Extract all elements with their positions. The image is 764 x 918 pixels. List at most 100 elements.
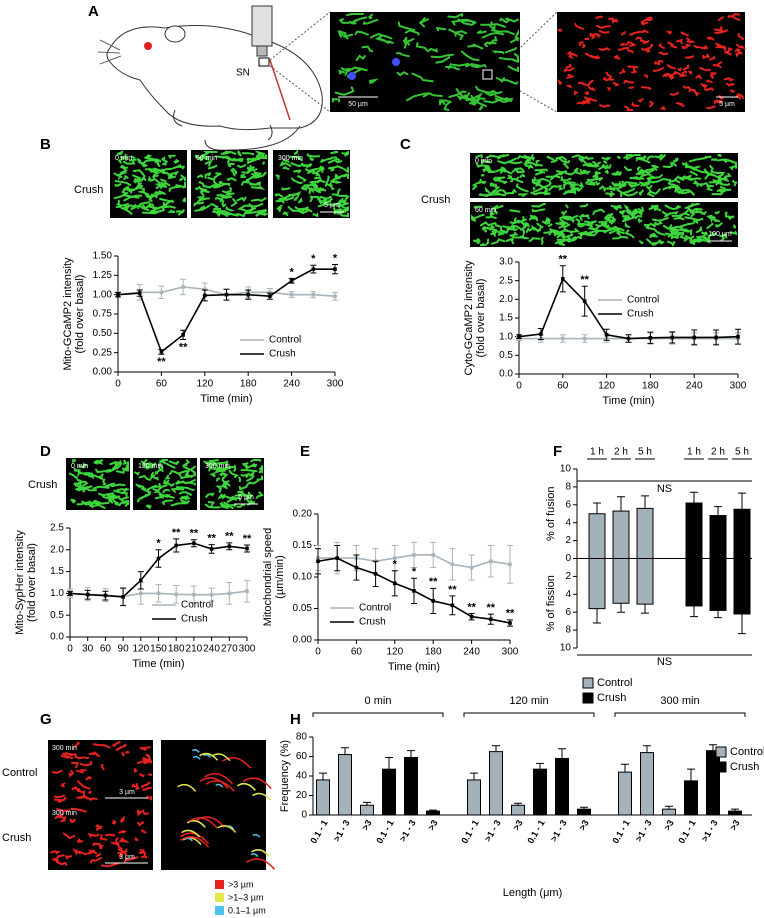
x-tick-label: 300 (502, 647, 519, 658)
mitochondrion (367, 13, 374, 20)
mitochondrion (715, 42, 723, 48)
mitochondrion (511, 167, 525, 173)
mitochondrion (250, 185, 266, 190)
mitochondrion (554, 185, 564, 191)
mitochondrion (154, 183, 163, 189)
mitochondrion (175, 210, 182, 213)
y-tick-label: 8 (565, 625, 571, 636)
mitochondrion (495, 188, 507, 195)
error-bar (709, 744, 717, 751)
mitochondrion (622, 191, 638, 197)
mitochondrion (123, 185, 135, 191)
mitochondrion (578, 182, 585, 188)
bar (555, 757, 569, 816)
mitochondrion (333, 207, 346, 213)
mitochondrion (622, 215, 630, 219)
mitochondrion (142, 786, 152, 791)
skeleton-segment (222, 756, 252, 769)
mitochondrion (85, 775, 92, 781)
mitochondrion (232, 167, 238, 175)
x-tick-label: >3 (662, 818, 676, 832)
mitochondrion (706, 185, 713, 192)
mitochondrion (179, 486, 195, 492)
skeleton-segment (205, 780, 235, 792)
data-point (582, 299, 587, 303)
significance-label: ** (506, 608, 515, 620)
mitochondrion (658, 239, 665, 245)
mitochondrion (629, 213, 635, 218)
mitochondrion (79, 760, 93, 767)
mitochondrion (96, 459, 104, 465)
mitochondrion (167, 170, 180, 176)
mitochondrion (663, 72, 670, 78)
mitochondrion (118, 851, 124, 858)
mitochondrion (88, 797, 98, 801)
legend-swatch (715, 761, 727, 773)
mitochondrion (533, 184, 551, 193)
mitochondrion (312, 212, 319, 217)
mitochondrion (737, 33, 744, 40)
data-point (121, 595, 125, 599)
mitochondrion (122, 500, 129, 506)
cell-marker (392, 58, 400, 66)
x-axis-title: Time (min) (602, 395, 654, 407)
bar (728, 810, 742, 816)
mitochondrion (681, 45, 687, 49)
y-tick-label: 2.0 (499, 294, 513, 305)
mitochondrion (88, 474, 95, 479)
mitochondrion (427, 47, 438, 53)
legend-label: Control (730, 746, 764, 758)
legend-label: 0.1–1 µm (228, 905, 266, 915)
mitochondrion (71, 761, 79, 769)
mitochondrion (162, 488, 170, 494)
mitochondrion (117, 156, 127, 164)
mitochondrion (163, 479, 170, 485)
mitochondrion (348, 20, 357, 25)
mitochondrion (646, 16, 653, 21)
mitochondrion (253, 170, 260, 179)
mitochondrion (506, 160, 523, 165)
significance-label: ** (179, 341, 188, 353)
mitochondrion (728, 163, 737, 171)
mitochondrion (514, 176, 524, 184)
mitochondrion (182, 465, 196, 471)
mitochondrion (460, 50, 480, 62)
significance-label: ** (580, 274, 589, 286)
x-tick-label: >3 (728, 818, 742, 832)
data-point (450, 603, 455, 608)
mitochondrion (456, 94, 470, 101)
mitochondrion (317, 200, 332, 208)
mitochondrion (493, 185, 501, 194)
skeleton-segment (181, 829, 201, 838)
mitochondrion (130, 205, 139, 211)
data-point (192, 592, 196, 597)
y-tick-label: 4 (565, 517, 571, 528)
mitochondrion (402, 38, 408, 49)
mitochondrion (573, 167, 579, 172)
mitochondrion (683, 190, 695, 196)
mitochondrion (199, 152, 209, 162)
mitochondrion (714, 222, 723, 228)
significance-label: ** (172, 527, 181, 539)
legend-label: Crush (181, 614, 208, 625)
mitochondrion (114, 180, 132, 187)
mitochondrion (623, 214, 631, 221)
mitochondrion (587, 79, 594, 87)
mitochondrion (485, 215, 497, 220)
micrograph-texture (51, 741, 152, 804)
y-tick-label: 8 (565, 482, 571, 493)
mitochondrion (82, 487, 97, 492)
mitochondrion (709, 74, 714, 79)
mitochondrion (342, 166, 349, 174)
data-point (174, 592, 178, 597)
mitochondrion (711, 158, 718, 162)
mitochondrion (160, 459, 169, 462)
mitochondrion (136, 183, 146, 191)
mitochondrion (470, 63, 487, 69)
mitochondrion (158, 467, 164, 472)
bar (612, 510, 630, 560)
mitochondrion (654, 61, 661, 66)
mitochondrion (713, 28, 724, 33)
mitochondrion (702, 54, 709, 60)
mitochondrion (215, 477, 221, 482)
